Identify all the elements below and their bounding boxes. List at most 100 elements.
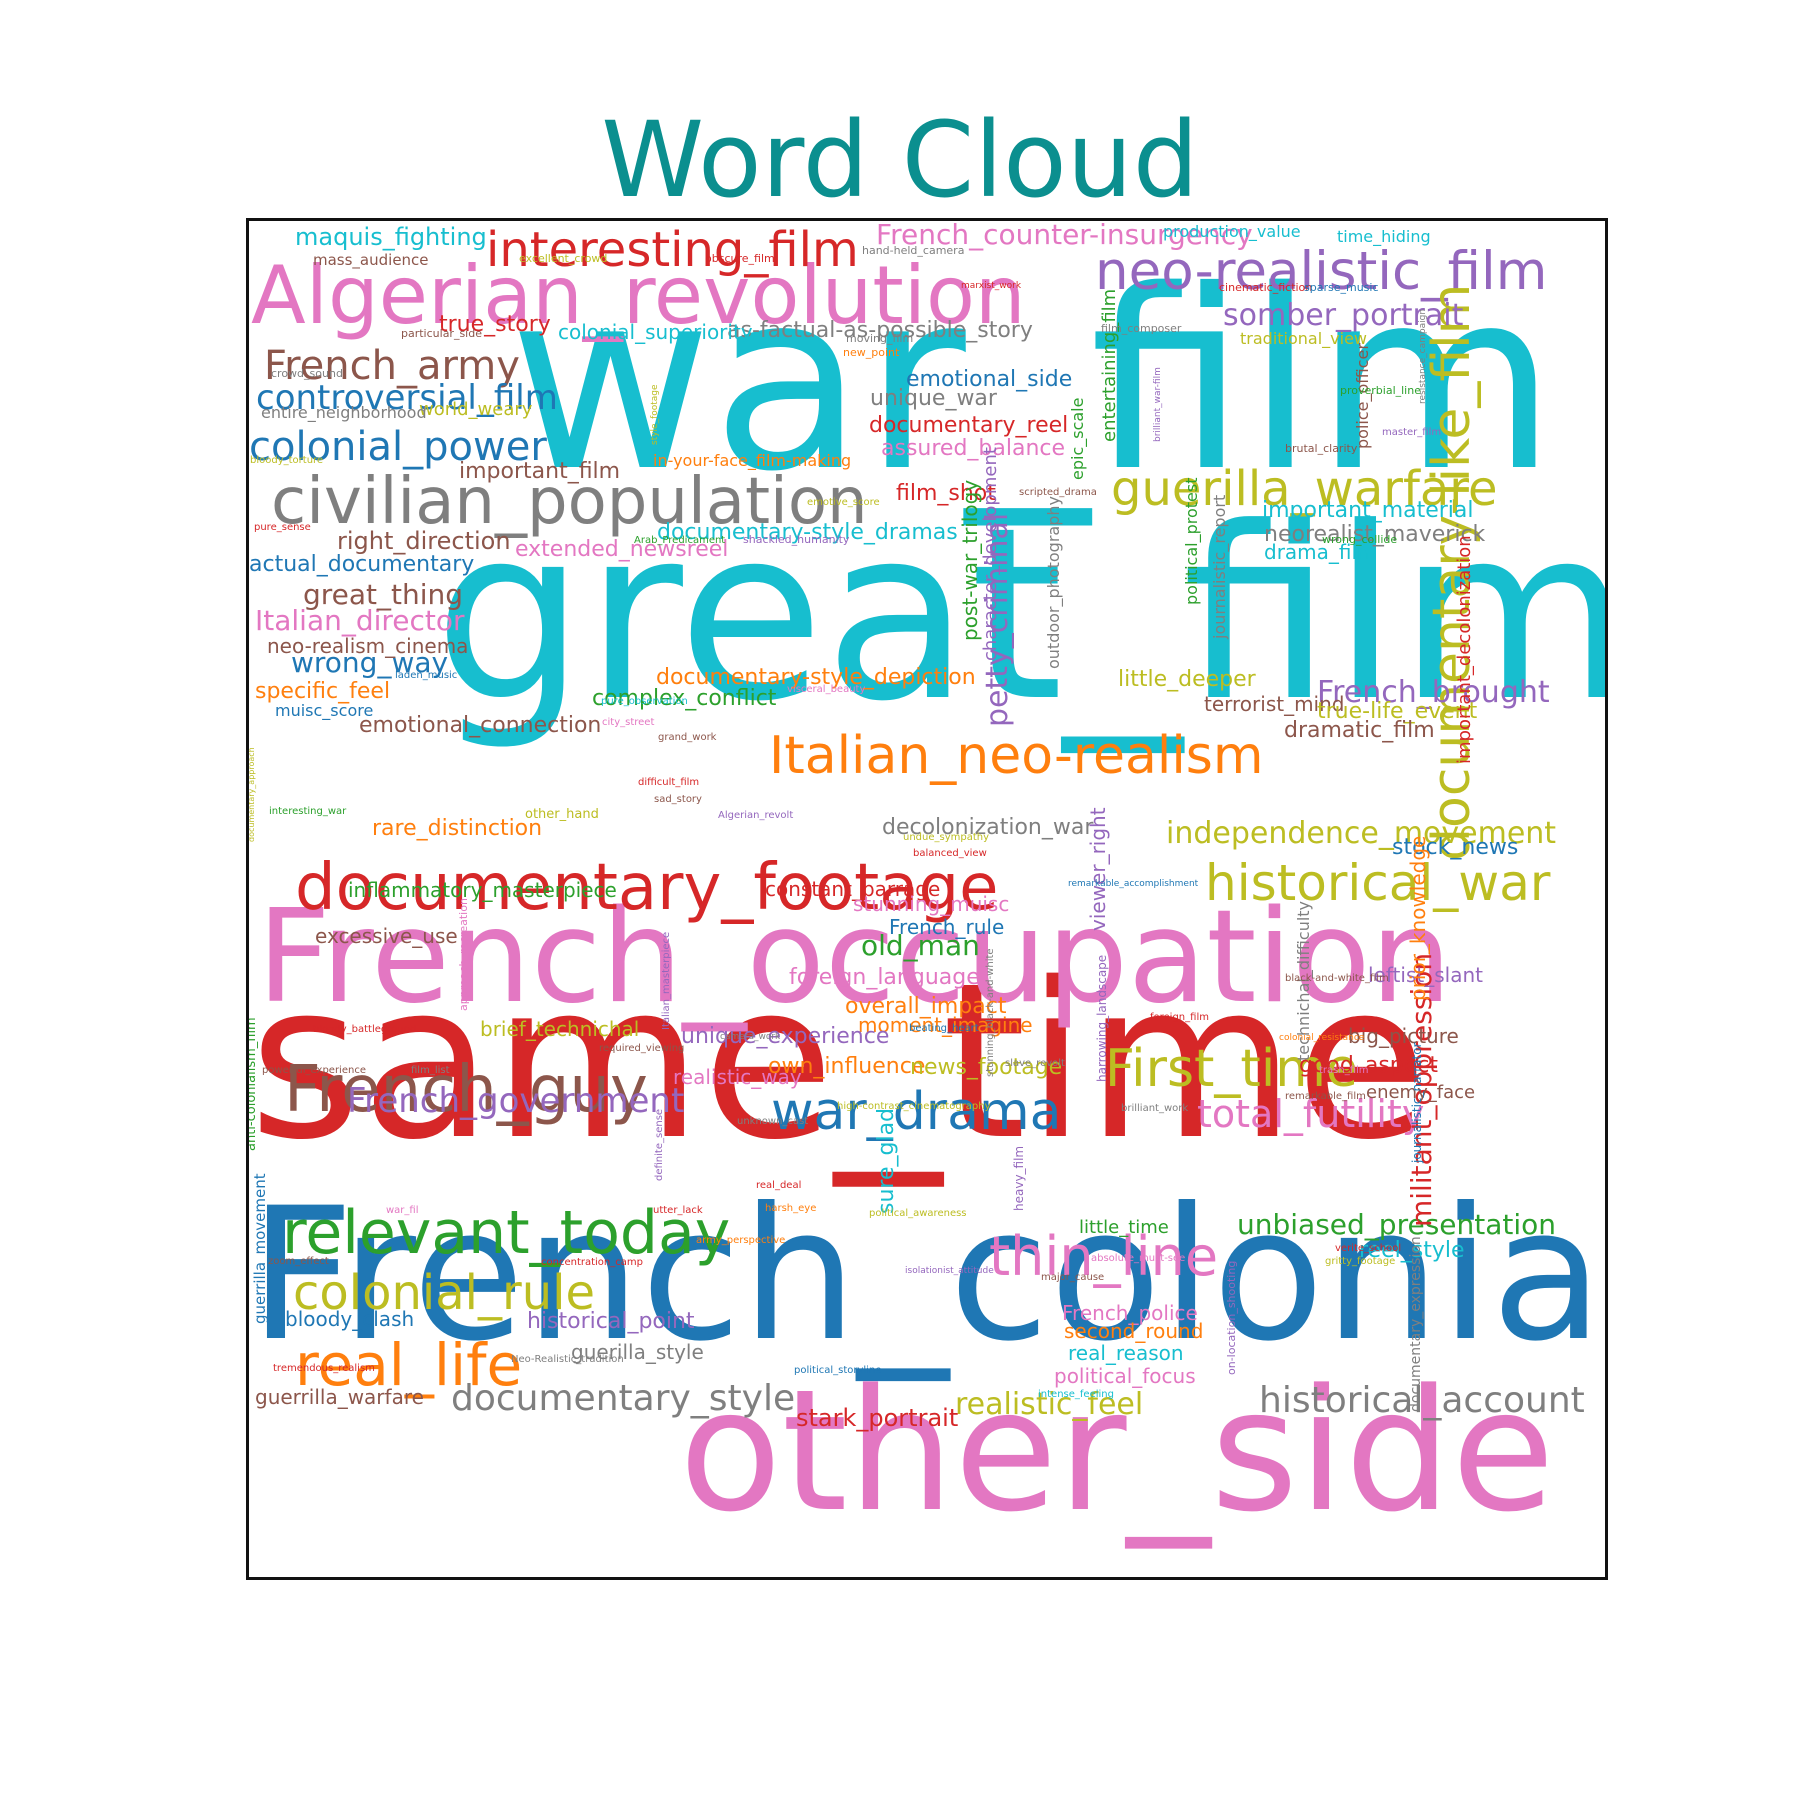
word-slave-revolt: slave_revolt	[1005, 1058, 1065, 1069]
word-italian-masterpiece: Italian_masterpiece	[661, 932, 672, 1030]
word-inflammatory-masterpiece: inflammatory_masterpiece	[348, 878, 617, 902]
word-epic-scale: epic_scale	[1068, 398, 1088, 480]
word-neo-realistic-tradition: Neo-Realistic_tradition	[511, 1354, 624, 1365]
word-resistance-campaign: resistance_campaign	[1418, 309, 1428, 404]
word-real-reason: real_reason	[1068, 1341, 1184, 1365]
word-interesting-film: interesting_film	[486, 222, 859, 278]
word-outdoor-photography: outdoor_photography	[1044, 496, 1064, 669]
word-verite-school: verite_school	[1335, 1243, 1401, 1254]
word-algerian-revolution: Algerian_revolution	[251, 249, 1026, 342]
word-rare-distinction: rare_distinction	[372, 816, 542, 841]
word-character-development: character_development	[980, 447, 1001, 661]
word-unique-experience: unique_experience	[681, 1024, 889, 1049]
word-emotional-connection: emotional_connection	[359, 713, 601, 738]
word-utter-lack: utter_lack	[653, 1205, 703, 1216]
word-political-storyline: political_storyline	[794, 1365, 881, 1376]
word-extended-newsreel: extended_newsreel	[515, 537, 728, 562]
word-zoom-effect: zoom_effect	[268, 1256, 329, 1267]
word-style-footage: style_footage	[650, 384, 660, 445]
word-overall-impact: overall_impact	[845, 994, 1007, 1019]
word-trash-film: trash_film	[1319, 1065, 1369, 1076]
word-historical-account: historical_account	[1259, 1380, 1585, 1421]
word-controversial-film: controversial_film	[256, 378, 558, 418]
word-hand-held-camera: hand-held_camera	[862, 244, 964, 257]
word-independence-movement: independence_movement	[1166, 816, 1556, 851]
word-specific-feel: specific_feel	[255, 679, 390, 704]
word-colonial-resistance: colonial_resistance	[1279, 1033, 1365, 1043]
word-realistic-feel: realistic_feel	[955, 1387, 1143, 1422]
word-sad-story: sad_story	[654, 794, 702, 805]
word-approach-recreation: approach_recreation	[457, 898, 470, 1011]
word-french-brought: French_brought	[1317, 675, 1550, 710]
word-important-material: important_material	[1262, 498, 1474, 523]
word-unknown-cast: unknown_cast	[737, 1116, 808, 1127]
word-prior-knowledge: prior_knowledge	[1406, 836, 1430, 1001]
word-little-deeper: little_deeper	[1118, 667, 1257, 692]
word-moving-film: moving_film	[846, 332, 913, 345]
word-crowd-sound: crowd_sound	[271, 367, 343, 380]
word-terrorist-mind: terrorist_mind	[1204, 692, 1345, 716]
word-brilliant-war-film: brilliant_war-film	[1153, 367, 1163, 442]
word-isolationist-attitude: isolationist_attitude	[905, 1266, 994, 1276]
word-post-war-trilogy: post-war_trilogy	[958, 480, 982, 641]
word-real-deal: real_deal	[756, 1180, 801, 1191]
word-war-film: war_film	[509, 238, 1556, 526]
word-arab-predicament: Arab_Predicament	[634, 535, 725, 546]
word-obscure-film: obscure_film	[705, 252, 775, 265]
word-traditional-view: traditional_view	[1240, 329, 1367, 349]
word-thin-line: thin_line	[989, 1225, 1218, 1288]
word-concentration-camp: concentration_camp	[541, 1257, 643, 1268]
word-french-counter-insurgency: French_counter-insurgency	[876, 221, 1253, 251]
word-excessive-use: excessive_use	[315, 924, 458, 948]
word-harrowing-landscape: harrowing_landscape	[1095, 955, 1109, 1082]
word-world-weary: world_weary	[419, 399, 533, 420]
word-french-rule: French_rule	[889, 915, 1004, 939]
word-political-focus: political_focus	[1054, 1364, 1196, 1388]
word-army-perspective: army_perspective	[696, 1235, 785, 1246]
word-total-futility: total_futility	[1197, 1092, 1424, 1136]
word-neo-realistic-film: neo-realistic_film	[1095, 241, 1547, 302]
word-wrong-collide: wrong_collide	[1322, 533, 1397, 546]
word-decolonization-war: decolonization_war	[882, 815, 1094, 840]
word-interesting-war: interesting_war	[269, 806, 347, 817]
word-on-location-shooting: on-location_shooting	[1225, 1261, 1238, 1375]
word-major-cause: major_cause	[1041, 1272, 1104, 1283]
word-old-man: old_man	[861, 929, 980, 962]
word-remarkable-accomplishment: remarkable_accomplishment	[1068, 879, 1199, 889]
word-assured-balance: assured_balance	[881, 436, 1065, 461]
word-moment-imagine: moment_imagine	[858, 1013, 1033, 1037]
word-great-thing: great_thing	[303, 578, 463, 611]
word-actual-documentary: actual_documentary	[249, 552, 474, 577]
word-militant-oppression: militant_oppression	[1405, 953, 1438, 1227]
word-harsh-eye: harsh_eye	[765, 1203, 816, 1214]
word-required-viewing: required_viewing	[599, 1043, 684, 1054]
word-political-protest: political_protest	[1182, 478, 1202, 606]
word-as-factual-as-possible-story: as-factual-as-possible_story	[727, 318, 1033, 343]
word-war-drama: war_drama	[771, 1082, 1062, 1142]
word-guerilla-warfare: guerilla_warfare	[1111, 461, 1498, 517]
word-somber-portrait: somber_portrait	[1223, 298, 1464, 333]
word-gritty-footage: gritty_footage	[1325, 1256, 1395, 1267]
word-important-film: important_film	[459, 459, 620, 484]
word-other-hand: other_hand	[525, 807, 599, 822]
word-brutal-clarity: brutal_clarity	[1285, 442, 1358, 455]
word-bloody-clash: bloody_clash	[285, 1307, 414, 1331]
word-shackled-humanity: shackled_humanity	[743, 533, 850, 546]
word-first-time: First_time	[1105, 1039, 1358, 1099]
word-documentary-style-depiction: documentary-style_depiction	[656, 665, 976, 690]
word-maquis-fighting: maquis_fighting	[295, 223, 487, 251]
word-grand-work: grand_work	[658, 732, 717, 743]
word-entire-neighborhood: entire_neighborhood	[261, 403, 427, 423]
word-anti-colonialism-film: anti-colonialism_film	[249, 1017, 259, 1151]
word-own-influence: own_influence	[768, 1054, 925, 1079]
word-neorealist-maverick: neorealist_maverick	[1264, 522, 1486, 547]
word-journalistic-report: journalistic_report	[1210, 495, 1230, 640]
word-foreign-language: foreign_language	[789, 965, 980, 990]
word-particular-side: particular_side	[401, 327, 482, 340]
word-excellent-crowd: excellent_crowd	[519, 252, 607, 265]
word-documentary-style-dramas: documentary-style_dramas	[657, 520, 958, 545]
word-undue-sympathy: undue_sympathy	[903, 832, 989, 843]
word-balanced-view: balanced_view	[913, 848, 987, 859]
